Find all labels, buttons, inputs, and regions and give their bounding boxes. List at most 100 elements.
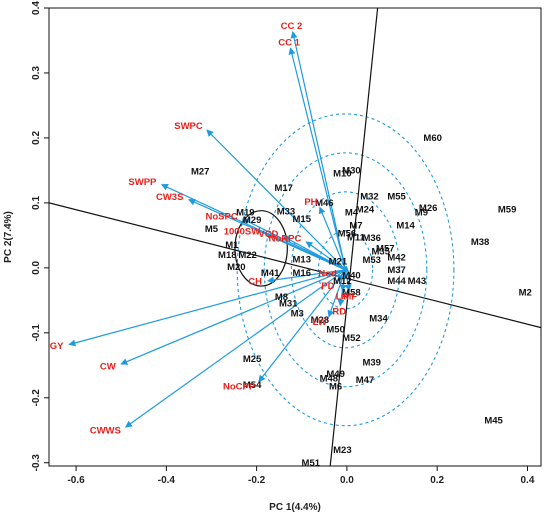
vector-arrow-nospc <box>242 218 346 271</box>
vector-label-lw: LW <box>313 317 327 328</box>
x-tick-label: -0.2 <box>248 475 266 486</box>
observation-m8: M8 <box>275 292 288 303</box>
vector-arrow-vcd <box>282 236 346 271</box>
observation-m30: M30 <box>342 165 360 176</box>
axis-line-2 <box>329 8 379 466</box>
vector-label-norpc: NoRPC <box>269 233 302 244</box>
observation-m49: M49 <box>326 369 344 380</box>
vector-arrow-gy <box>68 269 346 347</box>
x-axis-title: PC 1(4.4%) <box>269 502 321 513</box>
vector-label-lf: LF <box>336 292 348 303</box>
observation-m4: M4 <box>345 208 359 219</box>
observation-m34: M34 <box>369 314 388 325</box>
observation-m55: M55 <box>387 191 406 202</box>
y-tick-label: -0.2 <box>31 389 42 407</box>
dashed-circle-1 <box>317 230 374 310</box>
observation-m38: M38 <box>471 237 489 248</box>
vector-arrow-cwws <box>124 269 346 428</box>
observation-m44: M44 <box>387 276 406 287</box>
observation-m6: M6 <box>329 382 342 393</box>
vector-arrow-ch <box>266 269 346 284</box>
y-tick-label: -0.3 <box>31 454 42 472</box>
observation-m31: M31 <box>279 299 298 310</box>
vector-label-1000sw: 1000SW <box>224 227 260 238</box>
vector-label-nocpp: NoCPP <box>223 381 256 392</box>
x-tick-label: -0.6 <box>67 475 85 486</box>
vector-arrow-mf <box>344 269 352 292</box>
observation-m14: M14 <box>396 221 415 232</box>
vector-arrow-cw <box>120 269 346 365</box>
vector-label-nospc: NoSPC <box>206 211 238 222</box>
y-tick-label: 0.4 <box>31 1 42 15</box>
observation-m9: M9 <box>415 208 428 219</box>
observation-m39: M39 <box>362 358 380 369</box>
vector-label-mf: MF <box>343 292 357 303</box>
observation-m36: M36 <box>362 233 380 244</box>
observation-m60: M60 <box>423 133 441 144</box>
principal-axis-lines <box>49 8 541 466</box>
observation-m23: M23 <box>333 445 351 456</box>
x-tick-label: 0.0 <box>340 475 354 486</box>
vector-label-gy: GY <box>50 341 64 352</box>
vector-label-nod: Nod <box>318 268 337 279</box>
vector-label-ph: PH <box>304 197 317 208</box>
observation-m41: M41 <box>261 268 280 279</box>
observation-m17: M17 <box>274 183 292 194</box>
x-tick-label: 0.2 <box>430 475 444 486</box>
vector-label-swpc: SWPC <box>174 121 203 132</box>
observation-m47: M47 <box>356 375 374 386</box>
observation-m25: M25 <box>243 354 262 365</box>
vector-label-cc-2: CC 2 <box>281 21 303 32</box>
observation-m40: M40 <box>342 271 360 282</box>
observation-m3: M3 <box>291 308 304 319</box>
observation-m19: M19 <box>236 208 254 219</box>
vector-label-rd: RD <box>332 306 346 317</box>
observation-m52: M52 <box>342 333 360 344</box>
observation-m18: M18 <box>218 250 236 261</box>
observation-m28: M28 <box>311 315 329 326</box>
dashed-circle-3 <box>263 152 428 388</box>
observation-m56: M56 <box>338 228 356 239</box>
vector-label-cwws: CWWS <box>90 426 121 437</box>
observation-m21: M21 <box>329 256 348 267</box>
y-tick-label: 0.1 <box>31 196 42 210</box>
observation-m15: M15 <box>293 214 312 225</box>
vector-label-swpp: SWPP <box>128 177 157 188</box>
observation-m27: M27 <box>191 167 209 178</box>
vector-arrow-lw <box>327 269 347 318</box>
vector-label-vcd: VCD <box>258 229 278 240</box>
observation-m24: M24 <box>356 204 375 215</box>
observation-labels: M1 M2 M3 M4 M5 M6 M7 M8 M9 M10 M11 M12 M13 M14 M15 M16 M… <box>191 133 532 469</box>
observation-m26: M26 <box>419 203 437 214</box>
concentric-circles <box>234 113 455 427</box>
vector-arrow-1000sw <box>264 233 346 271</box>
observation-m42: M42 <box>387 252 405 263</box>
observation-m5: M5 <box>205 224 219 235</box>
vector-arrow-cc-2 <box>290 31 347 270</box>
observation-m33: M33 <box>277 206 295 217</box>
y-axis-title: PC 2(7.4%) <box>3 211 14 263</box>
dashed-circle-4 <box>236 113 455 427</box>
observation-m32: M32 <box>360 191 378 202</box>
observation-m50: M50 <box>326 325 344 336</box>
observation-m43: M43 <box>408 276 426 287</box>
vector-arrow-ph <box>318 206 347 271</box>
vector-arrow-cc-1 <box>288 47 347 270</box>
observation-m51: M51 <box>302 458 321 469</box>
observation-m10: M10 <box>333 169 351 180</box>
observation-m22: M22 <box>238 250 256 261</box>
plot-frame <box>48 7 542 467</box>
observation-m2: M2 <box>519 288 532 299</box>
vector-arrow-rd <box>337 269 347 307</box>
observation-m35: M35 <box>372 247 391 258</box>
y-tick-label: -0.1 <box>31 324 42 342</box>
observation-m12: M12 <box>333 276 351 287</box>
vector-label-pd: PD <box>321 281 334 292</box>
observation-m16: M16 <box>293 268 311 279</box>
axis-line-1 <box>49 202 541 329</box>
observation-m58: M58 <box>342 288 360 299</box>
observation-m7: M7 <box>349 221 362 232</box>
observation-m20: M20 <box>227 262 245 273</box>
vector-arrow-norpc <box>305 241 346 271</box>
